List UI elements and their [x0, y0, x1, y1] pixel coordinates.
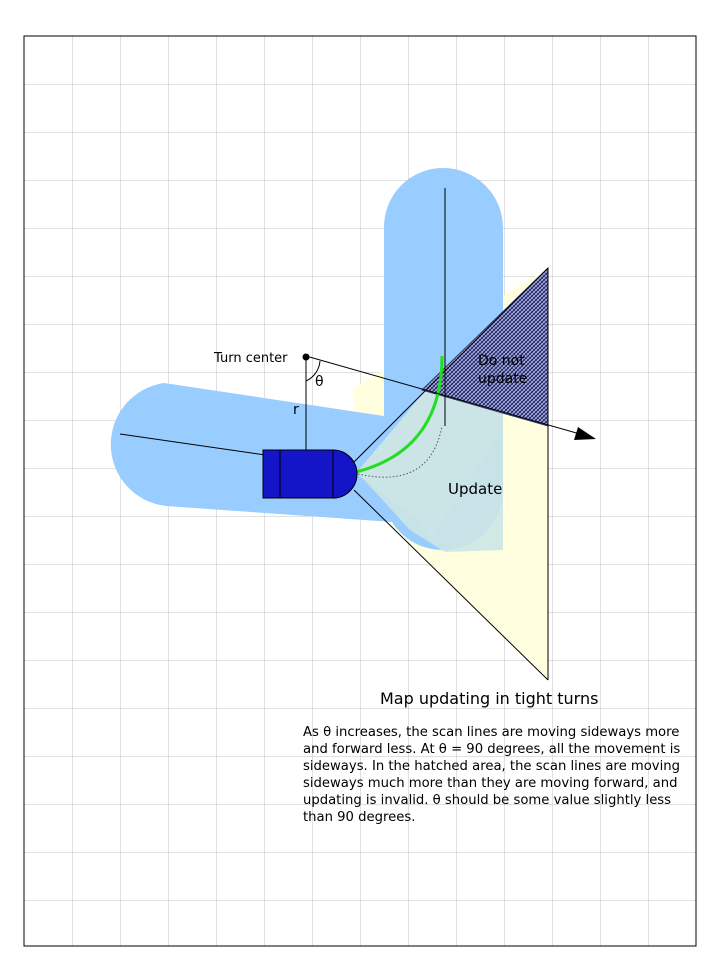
- diagram-caption: As θ increases, the scan lines are movin…: [303, 725, 681, 825]
- turn-path-dotted: [357, 425, 443, 478]
- turn-center-label: Turn center: [213, 351, 288, 366]
- theta-angle-arc: [305, 360, 321, 382]
- do-not-update-label-line2: update: [478, 371, 527, 387]
- scan-line-lower: [353, 489, 549, 681]
- diagram-title: Map updating in tight turns: [380, 689, 598, 708]
- theta-label: θ: [315, 374, 324, 390]
- heading-ray: [305, 355, 581, 435]
- diagram-frame: [23, 35, 697, 947]
- update-label: Update: [448, 480, 502, 498]
- turn-trajectory-arc: [355, 355, 444, 474]
- turn-center-point: [302, 353, 310, 361]
- scan-line-upper: [353, 267, 549, 463]
- do-not-update-label-line1: Do not: [478, 353, 525, 369]
- radius-label: r: [293, 402, 299, 418]
- update-fan: [356, 382, 503, 540]
- heading-arrow-head: [574, 427, 596, 440]
- robot: [262, 449, 358, 499]
